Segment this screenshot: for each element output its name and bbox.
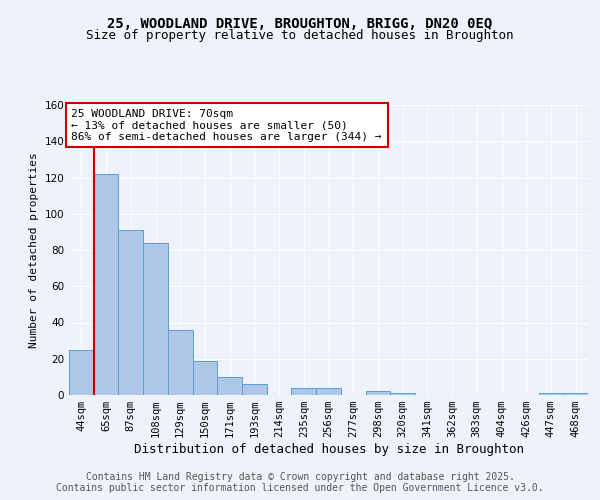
Y-axis label: Number of detached properties: Number of detached properties bbox=[29, 152, 39, 348]
Bar bbox=[316, 388, 341, 395]
Bar bbox=[242, 384, 267, 395]
X-axis label: Distribution of detached houses by size in Broughton: Distribution of detached houses by size … bbox=[133, 443, 523, 456]
Bar bbox=[69, 350, 94, 395]
Bar bbox=[168, 330, 193, 395]
Bar bbox=[390, 393, 415, 395]
Text: Contains HM Land Registry data © Crown copyright and database right 2025.
Contai: Contains HM Land Registry data © Crown c… bbox=[56, 472, 544, 494]
Bar bbox=[193, 360, 217, 395]
Bar bbox=[143, 243, 168, 395]
Bar bbox=[217, 377, 242, 395]
Bar bbox=[292, 388, 316, 395]
Text: 25, WOODLAND DRIVE, BROUGHTON, BRIGG, DN20 0EQ: 25, WOODLAND DRIVE, BROUGHTON, BRIGG, DN… bbox=[107, 18, 493, 32]
Bar bbox=[365, 392, 390, 395]
Bar bbox=[563, 393, 588, 395]
Bar bbox=[94, 174, 118, 395]
Text: 25 WOODLAND DRIVE: 70sqm
← 13% of detached houses are smaller (50)
86% of semi-d: 25 WOODLAND DRIVE: 70sqm ← 13% of detach… bbox=[71, 108, 382, 142]
Bar bbox=[118, 230, 143, 395]
Bar bbox=[539, 393, 563, 395]
Text: Size of property relative to detached houses in Broughton: Size of property relative to detached ho… bbox=[86, 28, 514, 42]
